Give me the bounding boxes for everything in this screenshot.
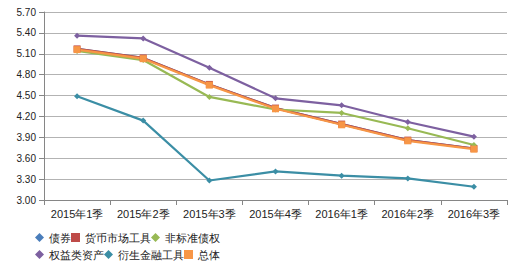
svg-text:5.70: 5.70 <box>17 7 37 18</box>
svg-text:2016年3季: 2016年3季 <box>448 208 501 220</box>
svg-text:5.40: 5.40 <box>17 27 37 38</box>
svg-text:总体: 总体 <box>197 249 220 261</box>
svg-text:3.00: 3.00 <box>17 195 37 206</box>
svg-text:债券: 债券 <box>49 232 71 244</box>
svg-text:4.50: 4.50 <box>17 90 37 101</box>
svg-text:4.80: 4.80 <box>17 69 37 80</box>
svg-text:3.60: 3.60 <box>17 153 37 164</box>
svg-text:2016年1季: 2016年1季 <box>315 208 368 220</box>
svg-text:2015年4季: 2015年4季 <box>249 208 302 220</box>
svg-text:非标准债权: 非标准债权 <box>165 232 220 244</box>
svg-text:衍生金融工具: 衍生金融工具 <box>118 249 184 261</box>
svg-text:3.30: 3.30 <box>17 174 37 185</box>
svg-text:5.10: 5.10 <box>17 48 37 59</box>
svg-text:2016年2季: 2016年2季 <box>381 208 434 220</box>
svg-text:权益类资产: 权益类资产 <box>48 249 104 261</box>
svg-text:4.20: 4.20 <box>17 111 37 122</box>
svg-text:2015年1季: 2015年1季 <box>51 208 104 220</box>
svg-text:2015年3季: 2015年3季 <box>183 208 236 220</box>
svg-text:2015年2季: 2015年2季 <box>117 208 170 220</box>
svg-text:3.90: 3.90 <box>17 132 37 143</box>
svg-text:货币市场工具: 货币市场工具 <box>85 232 151 244</box>
